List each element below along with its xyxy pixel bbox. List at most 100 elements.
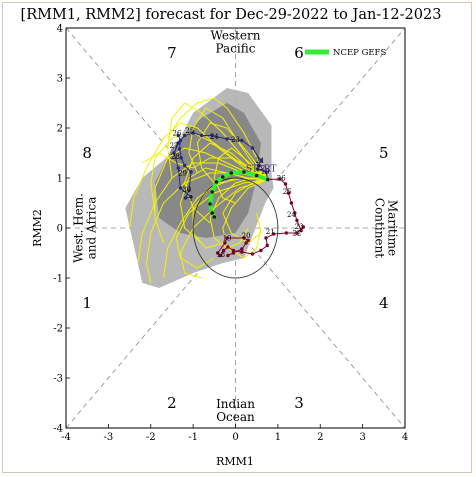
x-tick-label: 0: [232, 432, 238, 443]
phase-label-3: 3: [294, 394, 304, 412]
observed-point: [223, 241, 227, 245]
gefs-mean-forecast: [208, 170, 270, 219]
region-label-line: Pacific: [216, 42, 256, 56]
observed-point: [187, 188, 191, 193]
day-label: 25: [283, 188, 292, 196]
day-label: 27: [170, 142, 179, 150]
observed-point: [225, 137, 229, 141]
x-axis-label: RMM1: [216, 455, 254, 468]
day-label: 23: [295, 223, 304, 231]
y-axis-label: RMM2: [31, 209, 44, 247]
observed-point: [240, 250, 244, 254]
gefs-mean-point: [229, 171, 234, 175]
legend: NCEP GEFS: [305, 48, 386, 58]
gefs-mean-point: [220, 175, 225, 179]
ensemble-member-16: [213, 147, 268, 204]
rmm-phase-chart: [RMM1, RMM2] forecast for Dec-29-2022 to…: [21, 7, 442, 468]
observed-point: [172, 151, 176, 155]
day-label: 30: [182, 186, 191, 194]
y-tick-label: -4: [53, 424, 63, 435]
observed-point: [182, 163, 187, 168]
observed-point: [264, 170, 268, 174]
observed-point: [178, 186, 183, 190]
x-tick-label: -4: [61, 432, 71, 443]
ensemble-member-4: [222, 179, 268, 259]
region-label-line: West. Hem.: [72, 193, 86, 263]
start-label: START: [246, 165, 277, 175]
observed-point: [284, 231, 289, 235]
x-tick-label: -3: [104, 432, 114, 443]
observed-point: [295, 218, 299, 223]
observed-point: [265, 243, 269, 248]
y-tick-label: 3: [57, 74, 63, 85]
ensemble-member-20: [142, 152, 269, 180]
day-label: 24: [287, 211, 296, 219]
region-label-line: Indian: [216, 397, 255, 411]
unit-circle: [192, 177, 279, 279]
observed-point: [191, 131, 195, 135]
observed-point: [178, 138, 183, 143]
phase-label-8: 8: [82, 144, 92, 162]
ensemble-member-14: [179, 167, 268, 244]
observed-point: [250, 252, 255, 256]
ensemble-member-13: [222, 179, 268, 244]
day-label: 24: [210, 133, 219, 141]
observed-point: [216, 251, 220, 255]
observed-point: [259, 158, 263, 163]
x-tick-label: -1: [188, 432, 198, 443]
ensemble-member-18: [196, 122, 269, 184]
y-tick-label: 4: [57, 24, 63, 35]
observed-point: [189, 195, 193, 199]
gefs-mean-point: [212, 215, 217, 219]
y-tick-label: -1: [53, 274, 63, 285]
observed-point: [182, 133, 187, 138]
observed-point: [242, 236, 246, 240]
observed-point: [240, 247, 244, 251]
gefs-mean-point: [265, 177, 270, 182]
observed-point: [176, 141, 180, 145]
x-tick-label: -2: [146, 432, 156, 443]
ensemble-member-7: [188, 107, 269, 180]
observed-point: [221, 248, 226, 253]
observed-point: [199, 133, 204, 138]
day-label: 28: [171, 153, 180, 161]
x-tick-label: 3: [359, 432, 365, 443]
phase-label-6: 6: [294, 44, 304, 62]
observed-point: [246, 238, 250, 243]
observed-point: [278, 177, 282, 181]
region-label-4: MaritimeContinent: [372, 198, 399, 258]
observed-point: [176, 166, 180, 170]
chart-title: [RMM1, RMM2] forecast for Dec-29-2022 to…: [21, 7, 442, 23]
ensemble-member-1: [154, 147, 268, 244]
day-label: 21: [256, 157, 265, 165]
ensemble-member-9: [184, 142, 268, 224]
ensemble-members: [129, 97, 269, 284]
region-label-line: Continent: [372, 198, 386, 258]
day-label: 29: [178, 170, 187, 178]
observed-point: [176, 133, 180, 138]
ensemble-member-10: [167, 97, 269, 180]
observed-point: [295, 231, 299, 235]
day-label: 22: [256, 165, 265, 173]
day-label: 22: [292, 230, 301, 238]
observed-point: [218, 253, 223, 258]
observed-point: [210, 133, 214, 138]
y-tick-label: 0: [57, 224, 63, 235]
gefs-mean-point: [254, 173, 259, 178]
phase-label-2: 2: [167, 394, 177, 412]
x-tick-label: 4: [402, 432, 408, 443]
region-label-line: Ocean: [216, 410, 255, 424]
observed-point: [179, 156, 183, 160]
ensemble-member-5: [167, 102, 269, 180]
observed-point: [177, 147, 182, 151]
observed-point: [231, 251, 236, 255]
gefs-mean-point: [242, 170, 246, 174]
day-label: 18: [216, 251, 225, 259]
phase-label-4: 4: [379, 294, 389, 312]
day-label: 1: [189, 195, 193, 203]
observed-point: [283, 182, 288, 186]
day-label: 26: [173, 130, 182, 138]
region-label-line: Western: [210, 29, 260, 43]
observed-point: [226, 253, 230, 258]
